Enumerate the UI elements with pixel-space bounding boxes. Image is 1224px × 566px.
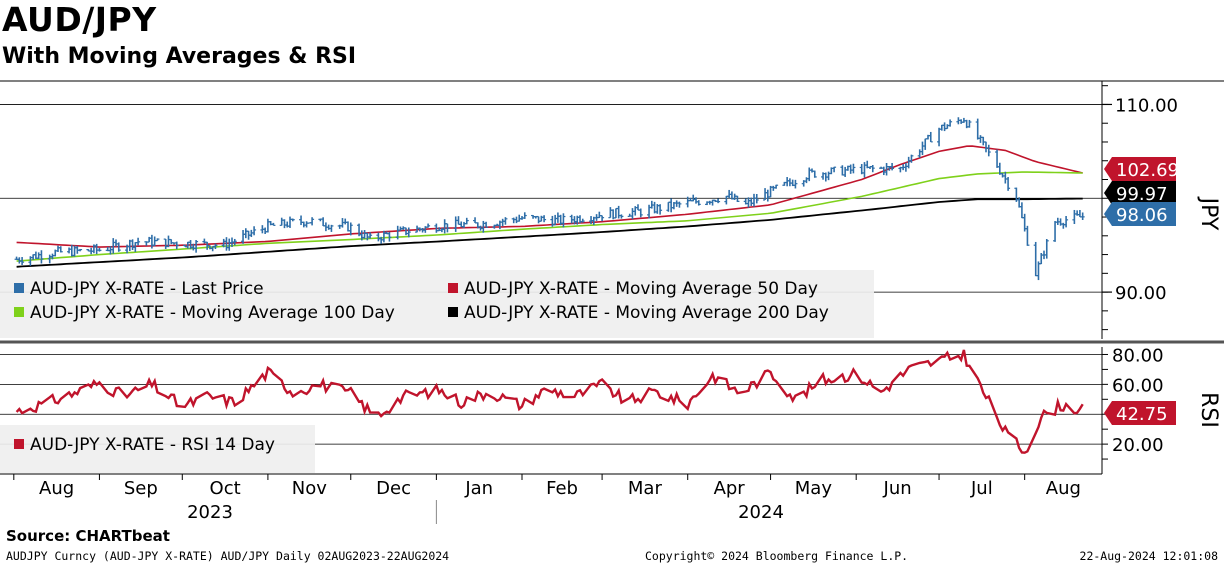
price-last-value-tag [1104,202,1176,226]
month-label: Apr [714,478,746,499]
month-label: Aug [39,478,74,499]
source-label: Source: CHARTbeat [6,527,170,545]
rsi-axis-title: RSI [1196,392,1221,428]
price-last-value-tag [1104,157,1176,181]
price-tick-label: 90.00 [1115,283,1167,304]
month-label: Sep [124,478,158,499]
legend-label: AUD-JPY X-RATE - Moving Average 50 Day [464,279,818,299]
month-label: Nov [292,478,327,499]
rsi-tick-label: 60.00 [1112,375,1164,396]
legend-swatch [14,283,24,293]
chart-subtitle: With Moving Averages & RSI [2,44,357,69]
rsi-last-value-label: 42.75 [1116,404,1168,425]
footer-description: AUDJPY Curncy (AUD-JPY X-RATE) AUD/JPY D… [6,549,450,563]
footer-timestamp: 22-Aug-2024 12:01:08 [1079,549,1218,563]
month-label: Jul [970,478,993,499]
year-label: 2023 [187,502,233,523]
legend-label: AUD-JPY X-RATE - Last Price [30,279,264,299]
rsi-line [15,349,1084,454]
rsi-tick-label: 80.00 [1112,345,1164,366]
month-label: Feb [546,478,578,499]
legend-label: AUD-JPY X-RATE - Moving Average 100 Day [30,303,395,323]
legend-swatch [14,439,24,449]
price-legend-box [0,270,874,338]
month-label: Mar [628,478,663,499]
month-label: Jun [883,478,912,499]
legend-swatch [448,283,458,293]
legend-swatch [14,307,24,317]
legend-label: AUD-JPY X-RATE - RSI 14 Day [30,435,275,455]
footer-copyright: Copyright© 2024 Bloomberg Finance L.P. [645,549,909,563]
month-label: Oct [210,478,241,499]
ma-line-3 [16,197,1083,268]
price-last-value-label: 102.69 [1116,160,1179,181]
year-label: 2024 [738,502,784,523]
month-label: May [795,478,833,499]
rsi-last-value-tag [1104,401,1176,425]
price-last-value-label: 99.97 [1116,184,1168,205]
month-label: Aug [1046,478,1081,499]
price-axis-title: JPY [1196,196,1221,231]
price-last-value-tag [1104,181,1176,205]
legend-label: AUD-JPY X-RATE - Moving Average 200 Day [464,303,829,323]
price-bars [14,117,1085,281]
price-tick-label: 110.00 [1115,95,1178,116]
rsi-tick-label: 20.00 [1112,435,1164,456]
legend-swatch [448,307,458,317]
month-label: Dec [376,478,411,499]
ma-line-1 [16,145,1083,248]
chart-title: AUD/JPY [2,0,157,39]
month-label: Jan [464,478,493,499]
rsi-legend-box [0,425,315,473]
price-last-value-label: 98.06 [1116,205,1168,226]
